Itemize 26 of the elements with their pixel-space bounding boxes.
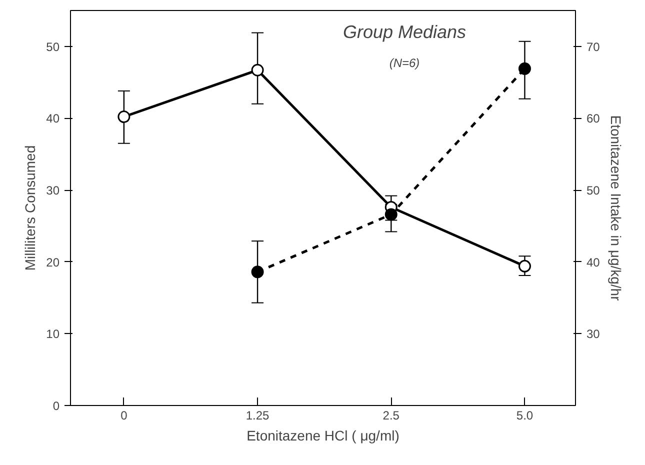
y-tick-label: 0 bbox=[52, 399, 60, 413]
x-tick-label: 1.25 bbox=[246, 408, 270, 422]
y2-tick-label: 40 bbox=[586, 255, 600, 270]
y2-tick-label: 60 bbox=[586, 112, 600, 126]
point bbox=[518, 260, 531, 272]
y2-tick-label: 50 bbox=[586, 184, 600, 198]
y-tick-label: 40 bbox=[46, 112, 60, 126]
y-tick-label: 30 bbox=[46, 184, 60, 198]
annotation: Group Medians bbox=[342, 22, 466, 42]
y-axis-title: Milliliters Consumed bbox=[22, 145, 38, 271]
x-tick-label: 5.0 bbox=[516, 408, 534, 422]
y-tick-label: 20 bbox=[46, 255, 60, 270]
y2-tick-label: 30 bbox=[586, 327, 600, 342]
x-axis-title: Etonitazene HCl ( μg/ml) bbox=[246, 428, 400, 444]
point bbox=[118, 110, 130, 124]
y-tick-label: 10 bbox=[46, 327, 60, 342]
y2-axis-title: Etonitazene Intake in μg/kg/hr bbox=[608, 115, 624, 302]
annotation: (N=6) bbox=[389, 56, 420, 70]
point bbox=[251, 266, 264, 278]
point bbox=[384, 208, 398, 221]
x-tick-label: 2.5 bbox=[382, 408, 400, 422]
y2-tick-label: 70 bbox=[586, 40, 600, 54]
y-tick-label: 50 bbox=[46, 40, 60, 54]
point bbox=[518, 62, 531, 75]
point bbox=[251, 64, 264, 76]
x-tick-label: 0 bbox=[120, 408, 128, 422]
